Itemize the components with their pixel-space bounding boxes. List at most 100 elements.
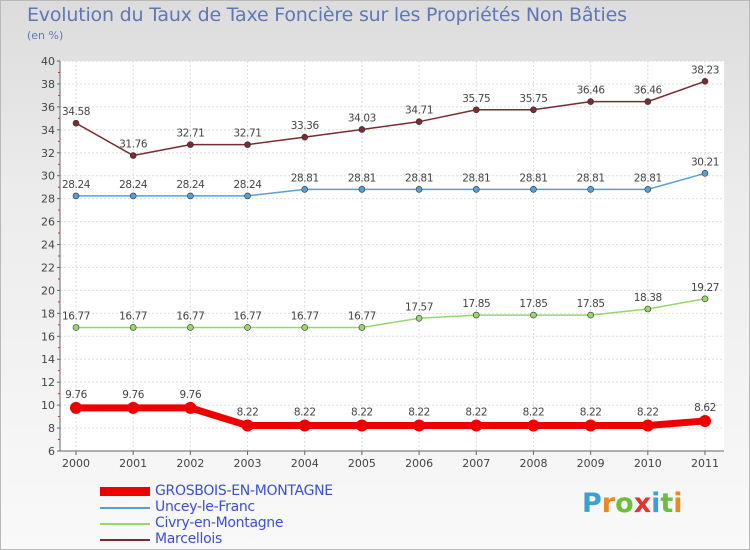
data-label: 17.85	[577, 298, 605, 310]
y-tick-label: 18	[41, 307, 55, 320]
data-label: 28.81	[519, 172, 547, 184]
legend-swatch-grosbois	[100, 487, 150, 496]
data-point	[358, 324, 366, 331]
data-point	[701, 295, 709, 303]
legend-swatch-civry	[100, 523, 150, 525]
data-point	[415, 118, 423, 125]
x-tick-label: 2011	[691, 457, 719, 470]
data-point	[72, 192, 80, 200]
data-label: 16.77	[119, 310, 147, 322]
data-point	[187, 141, 194, 148]
data-label: 8.22	[465, 407, 487, 419]
data-label: 38.23	[691, 64, 719, 76]
data-label: 28.81	[291, 172, 319, 184]
y-tick-label: 20	[41, 284, 55, 297]
y-tick-label: 16	[41, 330, 55, 343]
data-label: 8.22	[637, 407, 659, 419]
data-label: 32.71	[234, 128, 262, 140]
data-label: 28.81	[462, 172, 490, 184]
data-point	[587, 311, 594, 319]
data-label: 16.77	[176, 310, 204, 322]
y-tick-label: 32	[41, 147, 55, 160]
data-label: 8.22	[408, 407, 430, 419]
data-point	[187, 192, 194, 200]
y-tick-label: 38	[41, 78, 55, 91]
data-label: 36.46	[634, 85, 663, 97]
data-label: 16.77	[291, 310, 319, 322]
x-tick-label: 2010	[634, 457, 662, 470]
data-point	[587, 98, 594, 105]
data-point	[301, 133, 309, 141]
logo-letter: x	[633, 488, 652, 519]
data-point	[301, 186, 309, 193]
data-label: 36.46	[577, 85, 606, 97]
plot-area	[60, 61, 724, 451]
data-point	[472, 186, 480, 193]
data-point	[644, 305, 652, 313]
data-point	[298, 419, 311, 432]
data-point	[72, 324, 80, 331]
data-label: 28.81	[348, 172, 376, 184]
y-tick-label: 30	[41, 170, 55, 183]
data-label: 16.77	[348, 310, 376, 322]
data-point	[187, 324, 194, 331]
data-point	[127, 401, 140, 414]
data-point	[530, 186, 537, 193]
x-tick-label: 2002	[176, 457, 204, 470]
data-label: 17.57	[405, 301, 433, 313]
series-line	[75, 172, 706, 197]
data-point	[701, 78, 709, 85]
data-label: 35.75	[519, 93, 547, 105]
data-label: 28.24	[119, 179, 148, 191]
data-point	[241, 419, 254, 432]
data-label: 28.24	[62, 179, 91, 191]
data-label: 9.76	[122, 389, 144, 401]
data-point	[530, 311, 537, 319]
x-tick-label: 2006	[405, 457, 433, 470]
chart-title: Evolution du Taux de Taxe Foncière sur l…	[27, 4, 627, 26]
data-label: 16.77	[234, 310, 262, 322]
data-label: 31.76	[119, 139, 148, 151]
data-point	[472, 106, 480, 114]
x-tick-label: 2009	[577, 457, 605, 470]
data-label: 18.38	[634, 292, 662, 304]
x-tick-label: 2008	[519, 457, 547, 470]
y-tick-label: 6	[48, 445, 55, 458]
data-label: 8.22	[351, 407, 373, 419]
data-label: 34.71	[405, 105, 433, 117]
y-tick-label: 36	[41, 101, 55, 114]
data-point	[415, 186, 423, 193]
x-tick-label: 2000	[62, 457, 90, 470]
data-label: 8.22	[523, 407, 545, 419]
data-point	[72, 119, 80, 127]
proxiti-logo: Proxiti	[582, 488, 683, 519]
data-label: 28.24	[234, 179, 263, 191]
data-point	[244, 192, 251, 200]
y-tick-label: 22	[41, 261, 55, 274]
x-tick-label: 2007	[462, 457, 490, 470]
x-tick-label: 2004	[291, 457, 319, 470]
data-label: 8.22	[294, 407, 316, 419]
data-label: 32.71	[176, 128, 204, 140]
y-tick-label: 26	[41, 216, 55, 229]
logo-letter: o	[615, 488, 634, 519]
data-label: 9.76	[65, 389, 87, 401]
data-point	[701, 169, 709, 177]
data-label: 16.77	[62, 310, 90, 322]
data-point	[472, 311, 480, 319]
data-point	[644, 98, 652, 105]
data-point	[301, 324, 309, 331]
data-point	[184, 401, 197, 414]
series-line	[72, 404, 709, 430]
data-point	[129, 324, 137, 331]
y-tick-label: 14	[41, 353, 55, 366]
data-label: 19.27	[691, 282, 719, 294]
logo-letter: i	[673, 488, 683, 519]
series-line	[75, 80, 706, 157]
y-tick-label: 28	[41, 193, 55, 206]
data-label: 34.03	[348, 112, 376, 124]
data-point	[413, 419, 426, 432]
logo-letter: r	[601, 488, 616, 519]
x-tick-label: 2003	[234, 457, 262, 470]
data-label: 33.36	[291, 120, 320, 132]
